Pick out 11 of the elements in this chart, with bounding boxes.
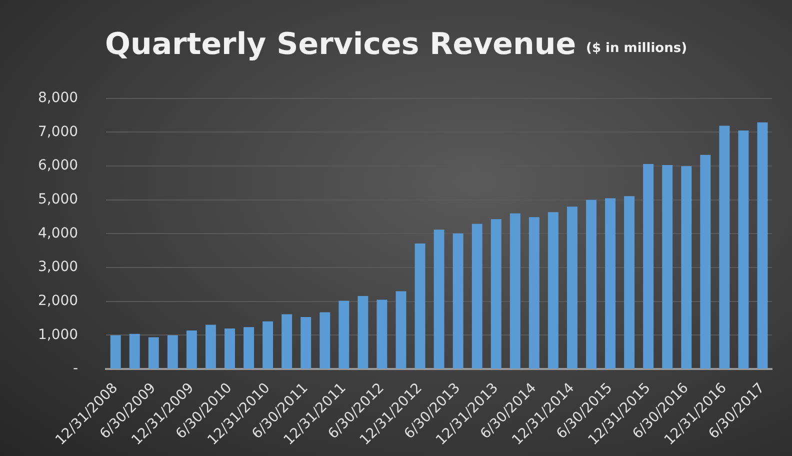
y-tick-label: 5,000 bbox=[38, 192, 78, 208]
chart-subtitle: ($ in millions) bbox=[586, 41, 688, 58]
y-tick-label: 7,000 bbox=[38, 124, 78, 140]
y-tick-label: 3,000 bbox=[38, 259, 78, 276]
y-tick-label: - bbox=[73, 360, 78, 377]
y-tick-label: 1,000 bbox=[38, 326, 78, 343]
y-tick-label: 2,000 bbox=[38, 293, 78, 310]
y-tick-label: 8,000 bbox=[38, 90, 78, 106]
y-tick-label: 6,000 bbox=[38, 158, 78, 174]
chart-title: Quarterly Services Revenue bbox=[104, 27, 576, 62]
y-tick-label: 4,000 bbox=[38, 225, 78, 242]
